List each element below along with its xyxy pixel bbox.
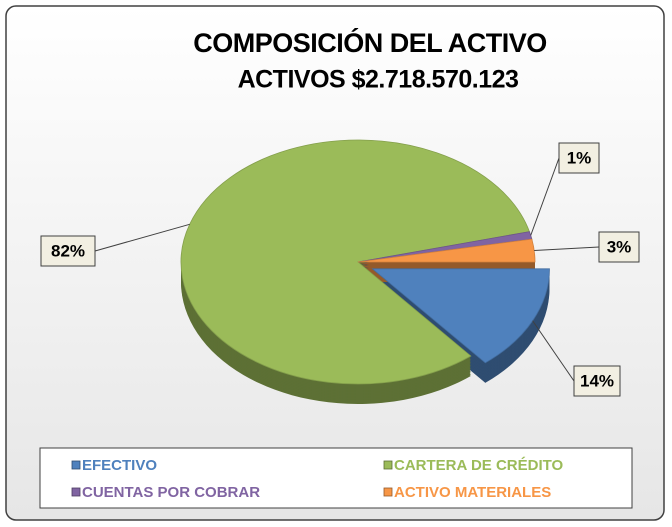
legend-label: CARTERA DE CRÉDITO <box>394 457 564 474</box>
label-box <box>558 142 600 174</box>
chart-subtitle: ACTIVOS $2.718.570.123 <box>238 66 519 94</box>
slice <box>180 139 530 385</box>
slice <box>371 268 550 364</box>
legend-label: ACTIVO MATERIALES <box>394 484 551 501</box>
data-label: 3% <box>607 237 632 256</box>
label-box <box>40 235 96 267</box>
legend: EFECTIVO CARTERA DE CRÉDITO CUENTAS POR CO… <box>71 457 564 501</box>
legend-marker <box>383 487 393 497</box>
leader-line <box>94 223 190 252</box>
leader-line <box>534 246 600 252</box>
leader-line <box>530 157 560 236</box>
data-labels: 14% 82% 1% 3% <box>40 142 640 397</box>
data-label: 1% <box>567 148 592 167</box>
legend-marker <box>71 460 81 470</box>
pie <box>180 139 550 385</box>
leader-line <box>532 320 575 382</box>
label-box <box>573 365 621 397</box>
legend-marker <box>383 460 393 470</box>
data-label: 14% <box>580 371 614 390</box>
legend-marker <box>71 487 81 497</box>
data-label: 82% <box>51 241 85 260</box>
legend-box <box>39 447 633 509</box>
legend-label: EFECTIVO <box>82 457 157 474</box>
label-box <box>598 231 640 263</box>
legend-label: CUENTAS POR COBRAR <box>82 484 260 501</box>
chart-title: COMPOSICIÓN DEL ACTIVO <box>193 27 547 58</box>
